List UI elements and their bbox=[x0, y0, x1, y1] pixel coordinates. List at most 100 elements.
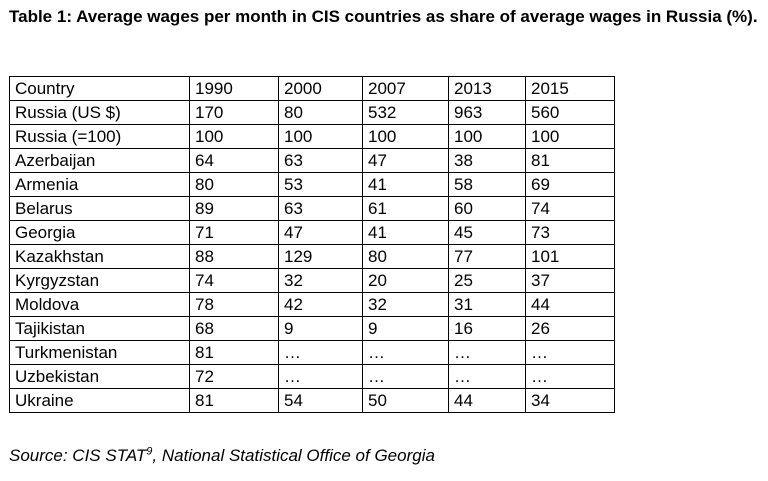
value-cell: 53 bbox=[278, 172, 363, 197]
table-row: Azerbaijan 64 63 47 38 81 bbox=[9, 148, 615, 173]
value-cell: 170 bbox=[189, 100, 279, 125]
value-cell: 31 bbox=[448, 292, 526, 317]
table-row: Armenia 80 53 41 58 69 bbox=[9, 172, 615, 197]
footnote-marker: 9 bbox=[146, 445, 153, 458]
value-cell: 73 bbox=[525, 220, 615, 245]
value-cell: 44 bbox=[525, 292, 615, 317]
value-cell: 81 bbox=[525, 148, 615, 173]
value-cell: 532 bbox=[362, 100, 449, 125]
value-cell: 129 bbox=[278, 244, 363, 269]
value-cell: 58 bbox=[448, 172, 526, 197]
value-cell: 100 bbox=[362, 124, 449, 149]
header-cell: 2000 bbox=[278, 76, 363, 101]
table-row: Kazakhstan 88 129 80 77 101 bbox=[9, 244, 615, 269]
value-cell: 61 bbox=[362, 196, 449, 221]
value-cell: 68 bbox=[189, 316, 279, 341]
country-cell: Turkmenistan bbox=[9, 340, 190, 365]
value-cell: 34 bbox=[525, 388, 615, 413]
value-cell: 88 bbox=[189, 244, 279, 269]
value-cell: 47 bbox=[278, 220, 363, 245]
source-text-suffix: , National Statistical Office of Georgia bbox=[152, 446, 435, 465]
value-cell: 100 bbox=[525, 124, 615, 149]
table-row: Tajikistan 68 9 9 16 26 bbox=[9, 316, 615, 341]
table-row: Uzbekistan 72………… bbox=[9, 364, 615, 389]
value-cell: … bbox=[448, 340, 526, 365]
value-cell: 20 bbox=[362, 268, 449, 293]
value-cell: 37 bbox=[525, 268, 615, 293]
table-row: Georgia 71 47 41 45 73 bbox=[9, 220, 615, 245]
value-cell: 80 bbox=[278, 100, 363, 125]
country-cell: Kazakhstan bbox=[9, 244, 190, 269]
value-cell: 26 bbox=[525, 316, 615, 341]
country-cell: Armenia bbox=[9, 172, 190, 197]
wages-table: Country 1990 2000 2007 2013 2015 Russia (US $)… bbox=[9, 76, 615, 413]
value-cell: … bbox=[448, 364, 526, 389]
header-cell: Country bbox=[9, 76, 190, 101]
country-cell: Tajikistan bbox=[9, 316, 190, 341]
value-cell: 78 bbox=[189, 292, 279, 317]
value-cell: 38 bbox=[448, 148, 526, 173]
value-cell: 101 bbox=[525, 244, 615, 269]
value-cell: 81 bbox=[189, 340, 279, 365]
country-cell: Moldova bbox=[9, 292, 190, 317]
value-cell: 60 bbox=[448, 196, 526, 221]
value-cell: … bbox=[525, 364, 615, 389]
value-cell: … bbox=[525, 340, 615, 365]
country-cell: Russia (=100) bbox=[9, 124, 190, 149]
table-row: Kyrgyzstan 74 32 20 25 37 bbox=[9, 268, 615, 293]
value-cell: 72 bbox=[189, 364, 279, 389]
value-cell: … bbox=[278, 364, 363, 389]
value-cell: 74 bbox=[189, 268, 279, 293]
value-cell: 100 bbox=[448, 124, 526, 149]
value-cell: … bbox=[362, 340, 449, 365]
value-cell: 963 bbox=[448, 100, 526, 125]
value-cell: 45 bbox=[448, 220, 526, 245]
value-cell: 80 bbox=[362, 244, 449, 269]
country-cell: Belarus bbox=[9, 196, 190, 221]
value-cell: 9 bbox=[362, 316, 449, 341]
header-cell: 2007 bbox=[362, 76, 449, 101]
value-cell: 41 bbox=[362, 220, 449, 245]
country-cell: Georgia bbox=[9, 220, 190, 245]
table-row: Russia (=100) 100 100 100 100 100 bbox=[9, 124, 615, 149]
value-cell: 80 bbox=[189, 172, 279, 197]
header-cell: 2013 bbox=[448, 76, 526, 101]
value-cell: … bbox=[278, 340, 363, 365]
value-cell: 69 bbox=[525, 172, 615, 197]
country-cell: Kyrgyzstan bbox=[9, 268, 190, 293]
header-row: Country 1990 2000 2007 2013 2015 bbox=[9, 76, 615, 101]
value-cell: 54 bbox=[278, 388, 363, 413]
table-row: Russia (US $) 170 80 532 963 560 bbox=[9, 100, 615, 125]
value-cell: 74 bbox=[525, 196, 615, 221]
table-title: Table 1: Average wages per month in CIS … bbox=[9, 7, 758, 26]
table-row: Belarus 89 63 61 60 74 bbox=[9, 196, 615, 221]
table-row: Moldova 78 42 32 31 44 bbox=[9, 292, 615, 317]
value-cell: 81 bbox=[189, 388, 279, 413]
country-cell: Russia (US $) bbox=[9, 100, 190, 125]
table-row: Turkmenistan 81………… bbox=[9, 340, 615, 365]
value-cell: 560 bbox=[525, 100, 615, 125]
value-cell: 16 bbox=[448, 316, 526, 341]
value-cell: 47 bbox=[362, 148, 449, 173]
source-text: Source: CIS STAT bbox=[9, 446, 147, 465]
value-cell: 64 bbox=[189, 148, 279, 173]
value-cell: … bbox=[362, 364, 449, 389]
value-cell: 100 bbox=[189, 124, 279, 149]
value-cell: 32 bbox=[278, 268, 363, 293]
header-cell: 1990 bbox=[189, 76, 279, 101]
source-note: Source: CIS STAT9, National Statistical … bbox=[9, 445, 435, 467]
value-cell: 77 bbox=[448, 244, 526, 269]
value-cell: 9 bbox=[278, 316, 363, 341]
value-cell: 42 bbox=[278, 292, 363, 317]
value-cell: 89 bbox=[189, 196, 279, 221]
value-cell: 44 bbox=[448, 388, 526, 413]
table-row: Ukraine 81 54 50 44 34 bbox=[9, 388, 615, 413]
country-cell: Azerbaijan bbox=[9, 148, 190, 173]
value-cell: 41 bbox=[362, 172, 449, 197]
country-cell: Uzbekistan bbox=[9, 364, 190, 389]
value-cell: 63 bbox=[278, 196, 363, 221]
value-cell: 32 bbox=[362, 292, 449, 317]
value-cell: 25 bbox=[448, 268, 526, 293]
country-cell: Ukraine bbox=[9, 388, 190, 413]
header-cell: 2015 bbox=[525, 76, 615, 101]
